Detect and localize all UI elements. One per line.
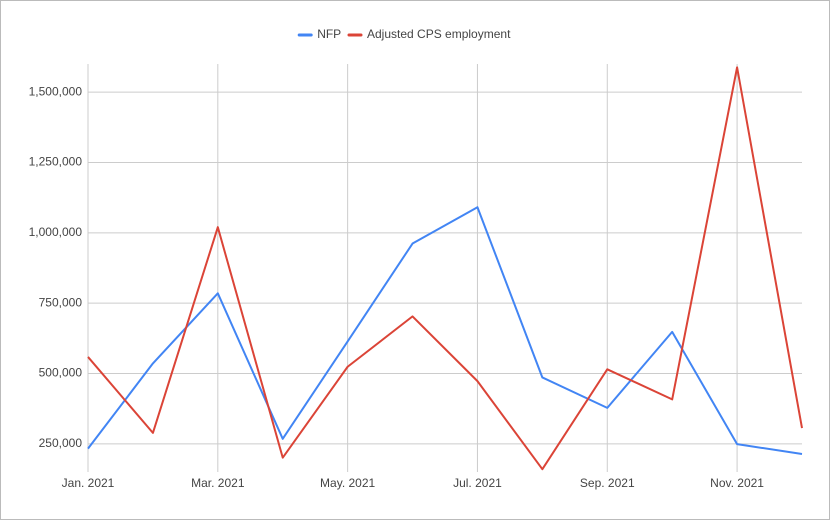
- data-line: [87, 66, 803, 471]
- x-tick-label: Jul. 2021: [453, 476, 502, 490]
- y-tick-label: 1,500,000: [29, 84, 83, 98]
- legend-label: NFP: [317, 27, 341, 41]
- x-tick-label: Sep. 2021: [580, 476, 635, 490]
- y-tick-label: 1,250,000: [29, 155, 83, 169]
- y-tick-label: 250,000: [39, 436, 83, 450]
- x-tick-label: Jan. 2021: [62, 476, 115, 490]
- data-line: [87, 206, 803, 455]
- legend-label: Adjusted CPS employment: [367, 27, 511, 41]
- x-tick-label: May. 2021: [320, 476, 375, 490]
- y-tick-label: 1,000,000: [29, 225, 83, 239]
- y-tick-label: 750,000: [39, 295, 83, 309]
- y-tick-label: 500,000: [39, 366, 83, 380]
- x-tick-label: Nov. 2021: [710, 476, 764, 490]
- x-tick-label: Mar. 2021: [191, 476, 245, 490]
